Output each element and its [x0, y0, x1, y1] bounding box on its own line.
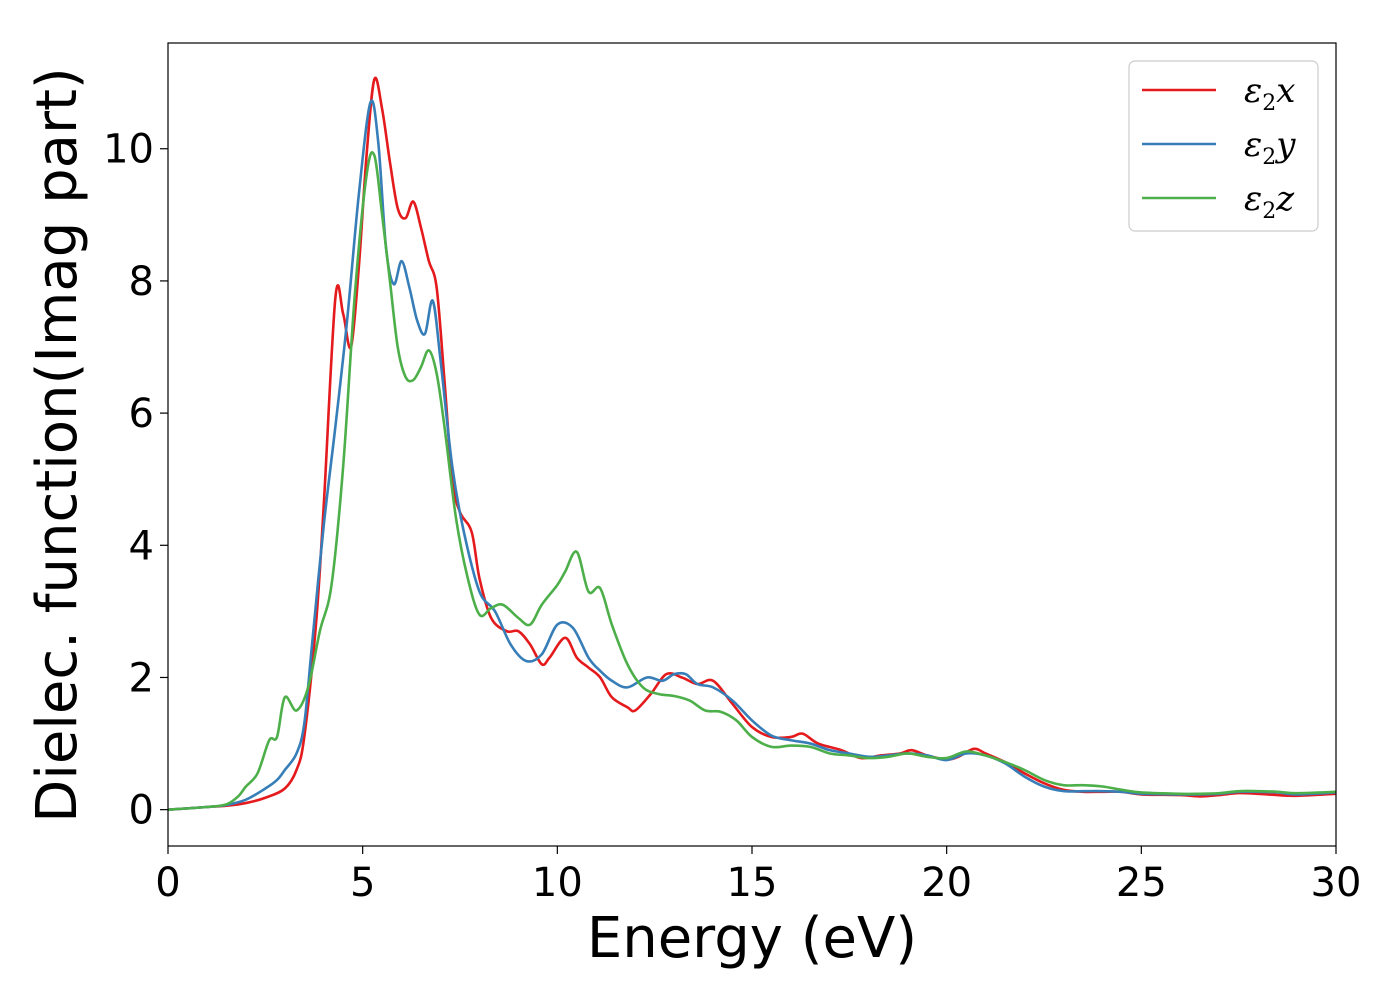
x-tick-label: 30: [1311, 860, 1362, 906]
legend: ε2x ε2y ε2z: [1128, 60, 1319, 232]
legend-label-z: ε2z: [1244, 179, 1295, 224]
y-axis-ticks: 0 2 4 6 8 10: [103, 127, 168, 834]
y-tick-label: 2: [129, 655, 154, 701]
legend-box: [1128, 60, 1319, 232]
series-line-3: [167, 151, 1337, 811]
y-tick-label: 0: [129, 788, 154, 834]
y-tick-label: 10: [103, 127, 154, 173]
y-axis-label: Dielec. function(Imag part): [25, 67, 90, 823]
x-tick-label: 0: [155, 860, 180, 906]
x-tick-label: 25: [1116, 860, 1167, 906]
legend-label-y: ε2y: [1244, 125, 1296, 170]
x-tick-label: 15: [727, 860, 778, 906]
y-tick-label: 8: [129, 259, 154, 305]
x-tick-label: 10: [532, 860, 583, 906]
x-tick-label: 20: [921, 860, 972, 906]
x-axis-label: Energy (eV): [587, 906, 917, 971]
y-tick-label: 6: [129, 391, 154, 437]
x-tick-label: 5: [350, 860, 375, 906]
y-tick-label: 4: [129, 523, 154, 569]
series-line-2: [167, 99, 1337, 811]
legend-label-x: ε2x: [1244, 71, 1295, 116]
x-axis-ticks: 0 5 10 15 20 25 30: [155, 846, 1361, 906]
series-layer: [167, 76, 1337, 811]
